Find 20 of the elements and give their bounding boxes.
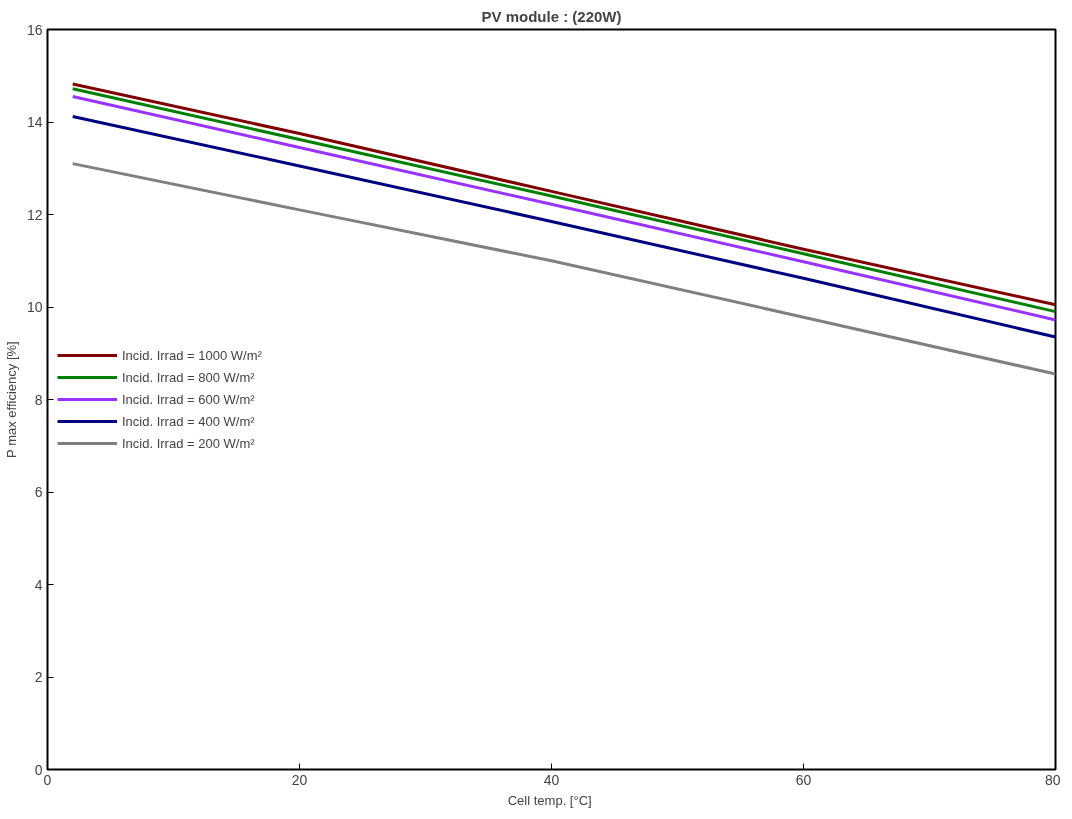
y-tick-label: 6 bbox=[34, 484, 43, 500]
x-tick-label: 60 bbox=[795, 771, 812, 788]
legend-label: Incid. Irrad = 600 W/m² bbox=[122, 391, 255, 407]
legend-label: Incid. Irrad = 800 W/m² bbox=[122, 369, 255, 385]
legend-label: Incid. Irrad = 400 W/m² bbox=[122, 413, 255, 429]
x-tick-label: 80 bbox=[1044, 771, 1061, 788]
x-tick-label: 40 bbox=[543, 771, 560, 788]
legend-label: Incid. Irrad = 1000 W/m² bbox=[122, 347, 262, 363]
y-tick-label: 10 bbox=[26, 299, 43, 315]
y-axis-title: P max efficiency [%] bbox=[3, 341, 19, 458]
chart-title: PV module : (220W) bbox=[481, 7, 622, 25]
legend-label: Incid. Irrad = 200 W/m² bbox=[122, 435, 255, 451]
x-tick-label: 20 bbox=[291, 771, 308, 788]
y-tick-label: 14 bbox=[26, 114, 43, 130]
y-tick-label: 4 bbox=[34, 576, 43, 593]
y-tick-label: 12 bbox=[26, 206, 43, 223]
y-tick-label: 16 bbox=[26, 21, 43, 38]
y-tick-label: 2 bbox=[34, 669, 43, 685]
y-tick-label: 8 bbox=[34, 391, 43, 408]
x-axis-title: Cell temp. [°C] bbox=[507, 792, 592, 808]
